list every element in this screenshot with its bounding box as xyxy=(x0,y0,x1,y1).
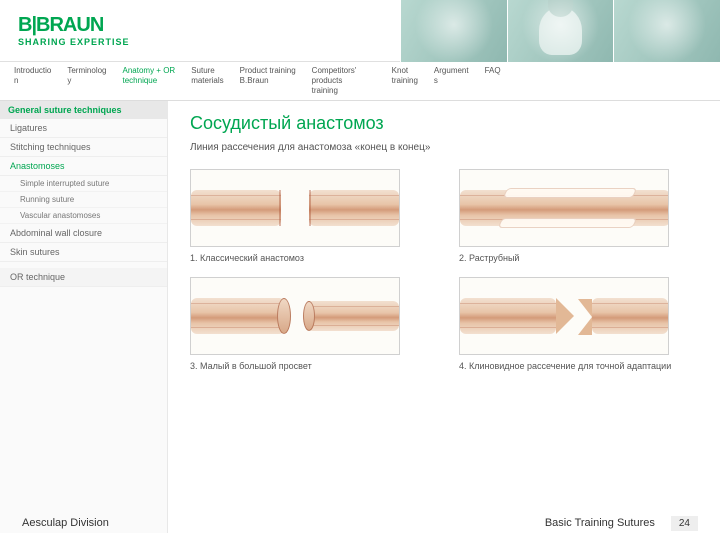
nav-arguments[interactable]: Arguments xyxy=(426,62,477,100)
top-nav: Introduction Terminology Anatomy + ORtec… xyxy=(0,62,720,101)
sidebar-sub-vascular[interactable]: Vascular anastomoses xyxy=(0,208,167,224)
caption-4: 4. Клиновидное рассечение для точной ада… xyxy=(459,361,698,371)
sidebar: General suture techniques Ligatures Stit… xyxy=(0,101,168,533)
illustration-wedge xyxy=(459,277,669,355)
nav-terminology[interactable]: Terminology xyxy=(59,62,114,100)
caption-3: 3. Малый в большой просвет xyxy=(190,361,429,371)
footer: Aesculap Division Basic Training Sutures… xyxy=(0,506,720,540)
page-subtitle: Линия рассечения для анастомоза «конец в… xyxy=(190,142,698,153)
header: B|BRAUN SHARING EXPERTISE xyxy=(0,0,720,62)
logo-mark: B|BRAUN xyxy=(18,14,130,37)
nav-product-training[interactable]: Product trainingB.Braun xyxy=(232,62,304,100)
sidebar-item-ligatures[interactable]: Ligatures xyxy=(0,119,167,138)
sidebar-item-anastomoses[interactable]: Anastomoses xyxy=(0,157,167,176)
nav-faq[interactable]: FAQ xyxy=(477,62,509,100)
cell-4: 4. Клиновидное рассечение для точной ада… xyxy=(459,277,698,371)
sidebar-heading: General suture techniques xyxy=(0,101,167,119)
illustration-small-large xyxy=(190,277,400,355)
cell-2: 2. Раструбный xyxy=(459,169,698,263)
footer-center: Basic Training Sutures xyxy=(545,517,655,529)
sidebar-or-technique[interactable]: OR technique xyxy=(0,268,167,287)
nav-anatomy-or[interactable]: Anatomy + ORtechnique xyxy=(115,62,184,100)
nav-competitors[interactable]: Competitors' productstraining xyxy=(304,62,384,100)
illustration-classic xyxy=(190,169,400,247)
page-number: 24 xyxy=(671,516,698,531)
caption-1: 1. Классический анастомоз xyxy=(190,253,429,263)
hero-images xyxy=(400,0,720,62)
content: Сосудистый анастомоз Линия рассечения дл… xyxy=(168,101,720,533)
caption-2: 2. Раструбный xyxy=(459,253,698,263)
nav-knot-training[interactable]: Knottraining xyxy=(384,62,426,100)
illustration-flared xyxy=(459,169,669,247)
sidebar-sub-simple[interactable]: Simple interrupted suture xyxy=(0,176,167,192)
sidebar-sub-running[interactable]: Running suture xyxy=(0,192,167,208)
footer-left: Aesculap Division xyxy=(22,517,109,529)
logo-tagline: SHARING EXPERTISE xyxy=(18,37,130,47)
cell-3: 3. Малый в большой просвет xyxy=(190,277,429,371)
main: General suture techniques Ligatures Stit… xyxy=(0,101,720,533)
sidebar-item-abdominal[interactable]: Abdominal wall closure xyxy=(0,224,167,243)
nav-suture-materials[interactable]: Suturematerials xyxy=(183,62,231,100)
sidebar-item-stitching[interactable]: Stitching techniques xyxy=(0,138,167,157)
sidebar-item-skin[interactable]: Skin sutures xyxy=(0,243,167,262)
nav-introduction[interactable]: Introduction xyxy=(6,62,59,100)
page-title: Сосудистый анастомоз xyxy=(190,113,698,134)
cell-1: 1. Классический анастомоз xyxy=(190,169,429,263)
logo: B|BRAUN SHARING EXPERTISE xyxy=(18,14,130,47)
illustration-grid: 1. Классический анастомоз 2. Раструбный xyxy=(190,169,698,371)
